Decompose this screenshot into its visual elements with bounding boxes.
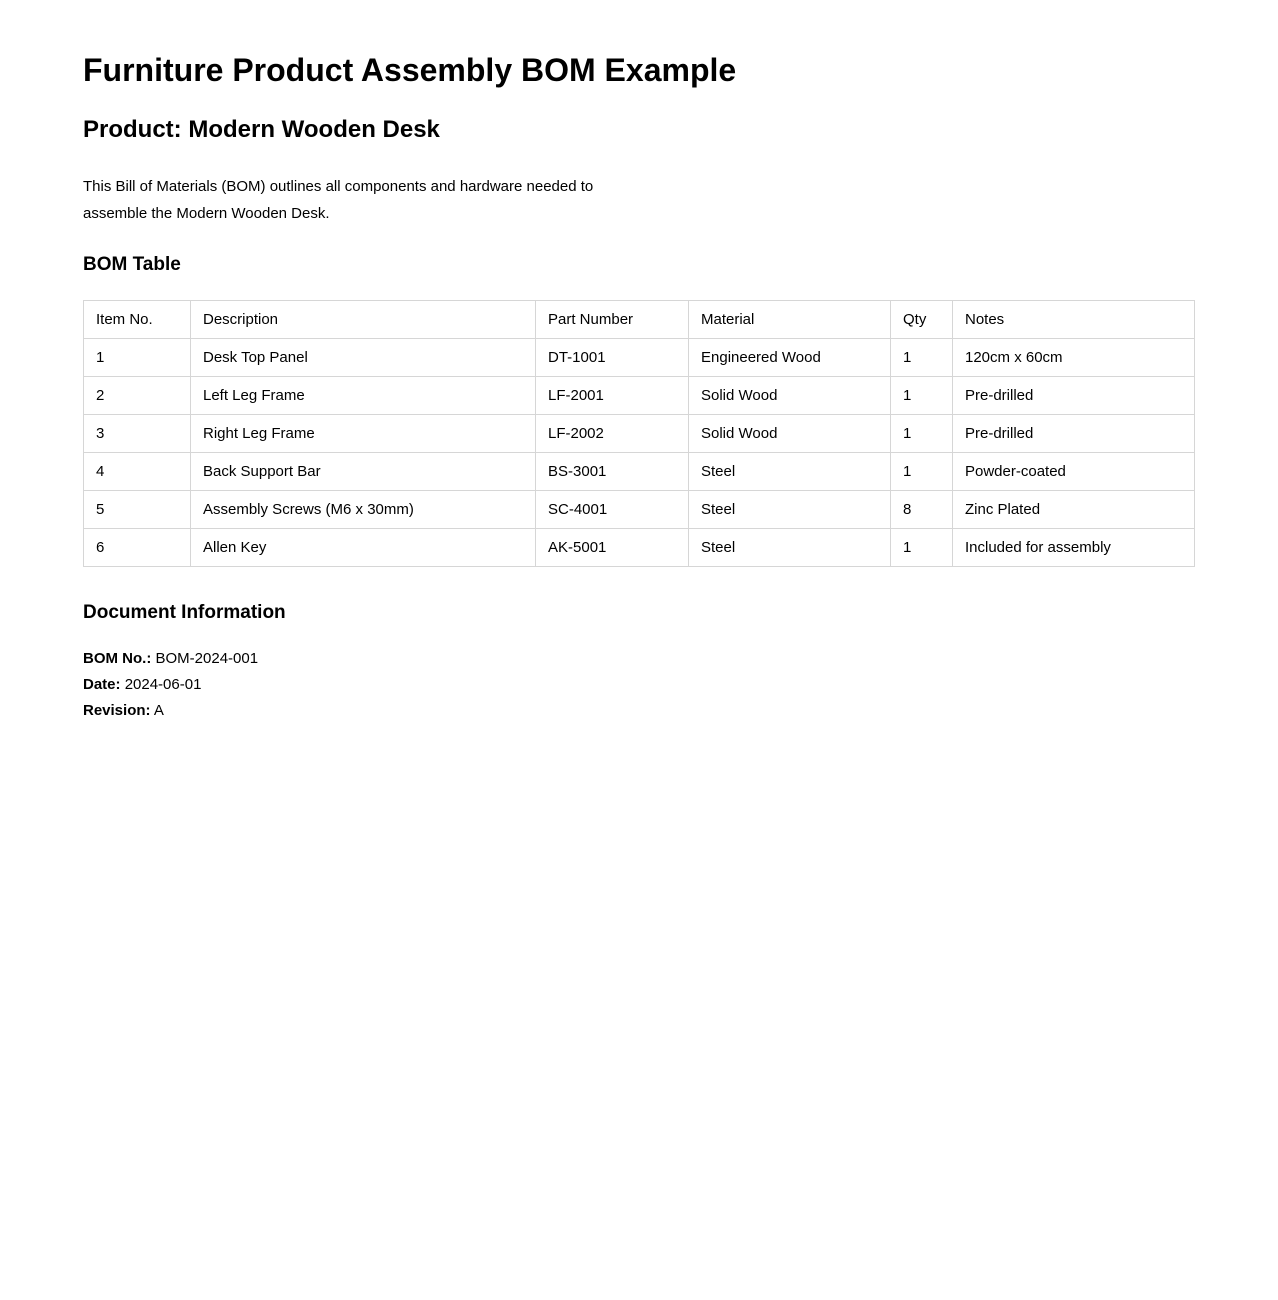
- cell-description: Assembly Screws (M6 x 30mm): [190, 490, 536, 530]
- bom-no-line: BOM No.: BOM-2024-001: [83, 646, 1195, 672]
- cell-notes: Included for assembly: [952, 528, 1195, 568]
- cell-item-no: 5: [83, 490, 191, 530]
- cell-material: Steel: [688, 528, 891, 568]
- column-header-notes: Notes: [952, 300, 1195, 340]
- cell-item-no: 6: [83, 528, 191, 568]
- cell-qty: 8: [890, 490, 953, 530]
- date-value: 2024-06-01: [124, 676, 202, 694]
- column-header-part-number: Part Number: [535, 300, 689, 340]
- intro-paragraph: This Bill of Materials (BOM) outlines al…: [83, 177, 594, 222]
- revision-value: A: [153, 702, 164, 720]
- cell-qty: 1: [890, 528, 953, 568]
- table-row: 5 Assembly Screws (M6 x 30mm) SC-4001 St…: [83, 490, 1195, 530]
- cell-qty: 1: [890, 452, 953, 492]
- cell-description: Right Leg Frame: [190, 414, 536, 454]
- cell-part-number: LF-2001: [535, 376, 689, 416]
- column-header-description: Description: [190, 300, 536, 340]
- table-row: 3 Right Leg Frame LF-2002 Solid Wood 1 P…: [83, 414, 1195, 454]
- revision-label: Revision:: [83, 702, 151, 720]
- cell-notes: Zinc Plated: [952, 490, 1195, 530]
- cell-notes: Pre-drilled: [952, 414, 1195, 454]
- table-header-row: Item No. Description Part Number Materia…: [83, 300, 1195, 340]
- cell-description: Back Support Bar: [190, 452, 536, 492]
- cell-description: Allen Key: [190, 528, 536, 568]
- cell-material: Steel: [688, 452, 891, 492]
- cell-material: Solid Wood: [688, 376, 891, 416]
- cell-notes: Pre-drilled: [952, 376, 1195, 416]
- cell-description: Desk Top Panel: [190, 338, 536, 378]
- cell-part-number: AK-5001: [535, 528, 689, 568]
- document-info-heading: Document Information: [83, 602, 286, 624]
- bom-no-label: BOM No.:: [83, 650, 152, 668]
- cell-notes: Powder-coated: [952, 452, 1195, 492]
- cell-qty: 1: [890, 338, 953, 378]
- cell-material: Engineered Wood: [688, 338, 891, 378]
- cell-part-number: LF-2002: [535, 414, 689, 454]
- date-label: Date:: [83, 676, 121, 694]
- revision-line: Revision: A: [83, 698, 1195, 724]
- cell-material: Solid Wood: [688, 414, 891, 454]
- cell-item-no: 2: [83, 376, 191, 416]
- bom-table-heading: BOM Table: [83, 253, 181, 275]
- cell-item-no: 3: [83, 414, 191, 454]
- column-header-item-no: Item No.: [83, 300, 191, 340]
- table-row: 6 Allen Key AK-5001 Steel 1 Included for…: [83, 528, 1195, 568]
- column-header-material: Material: [688, 300, 891, 340]
- cell-item-no: 1: [83, 338, 191, 378]
- cell-part-number: DT-1001: [535, 338, 689, 378]
- cell-qty: 1: [890, 376, 953, 416]
- cell-part-number: BS-3001: [535, 452, 689, 492]
- table-row: 2 Left Leg Frame LF-2001 Solid Wood 1 Pr…: [83, 376, 1195, 416]
- cell-qty: 1: [890, 414, 953, 454]
- cell-description: Left Leg Frame: [190, 376, 536, 416]
- product-subtitle: Product: Modern Wooden Desk: [83, 115, 440, 143]
- page-title: Furniture Product Assembly BOM Example: [83, 52, 737, 88]
- cell-notes: 120cm x 60cm: [952, 338, 1195, 378]
- table-row: 1 Desk Top Panel DT-1001 Engineered Wood…: [83, 338, 1195, 378]
- bom-table: Item No. Description Part Number Materia…: [83, 300, 1195, 568]
- date-line: Date: 2024-06-01: [83, 672, 1195, 698]
- cell-item-no: 4: [83, 452, 191, 492]
- document-page: Furniture Product Assembly BOM Example P…: [83, 52, 1195, 724]
- cell-part-number: SC-4001: [535, 490, 689, 530]
- table-row: 4 Back Support Bar BS-3001 Steel 1 Powde…: [83, 452, 1195, 492]
- bom-no-value: BOM-2024-001: [155, 650, 259, 668]
- column-header-qty: Qty: [890, 300, 953, 340]
- cell-material: Steel: [688, 490, 891, 530]
